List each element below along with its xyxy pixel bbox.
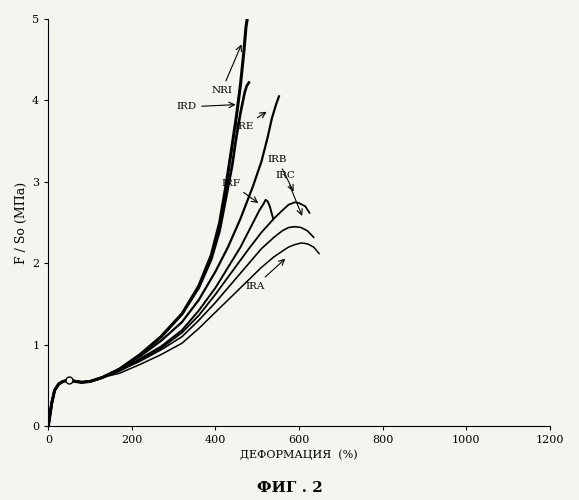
Y-axis label: F / So (МПа): F / So (МПа) (15, 182, 28, 264)
Text: IRE: IRE (234, 112, 266, 131)
X-axis label: ДЕФОРМАЦИЯ  (%): ДЕФОРМАЦИЯ (%) (240, 450, 358, 460)
Text: IRF: IRF (222, 179, 257, 203)
Text: IRD: IRD (176, 102, 234, 112)
Text: IRC: IRC (276, 171, 302, 215)
Text: IRB: IRB (267, 154, 293, 190)
Text: IRA: IRA (245, 260, 284, 290)
Text: NRI: NRI (211, 46, 241, 95)
Text: ФИГ . 2: ФИГ . 2 (256, 481, 323, 495)
